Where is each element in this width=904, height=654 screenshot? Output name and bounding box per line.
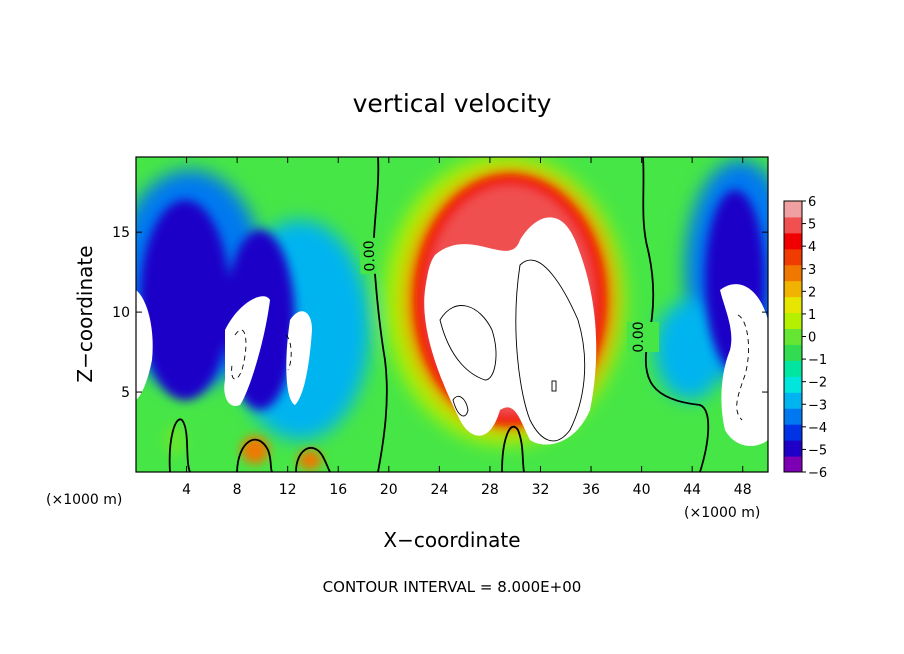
colorbar-swatch: [784, 264, 802, 282]
colorbar-tick-label: 1: [808, 308, 816, 323]
x-tick-label: 32: [532, 482, 550, 498]
chart-title: vertical velocity: [353, 89, 552, 118]
contour-label-zero: 0.00: [631, 321, 647, 352]
y-tick-label: 5: [121, 385, 130, 401]
x-unit-label-left: (×1000 m): [46, 492, 122, 508]
colorbar-swatch: [784, 408, 802, 425]
x-unit-label-right: (×1000 m): [684, 505, 760, 521]
colorbar-swatch: [784, 392, 802, 409]
colorbar-swatch: [784, 344, 802, 361]
colorbar-tick-label: −1: [808, 353, 827, 368]
plot-frame: [135, 156, 769, 473]
saturated-region: [286, 311, 312, 405]
y-axis: 5 10 15: [112, 225, 768, 401]
y-tick-label: 15: [112, 225, 130, 241]
y-axis-label: Z−coordinate: [73, 245, 97, 382]
colorbar-tick-label: 3: [808, 263, 816, 278]
saturated-region: [136, 290, 153, 400]
x-tick-label: 44: [683, 482, 701, 498]
colorbar-swatch: [784, 376, 802, 393]
colorbar-tick-label: −5: [808, 443, 827, 458]
colorbar-swatch: [784, 312, 802, 330]
x-tick-label: 36: [582, 482, 600, 498]
colorbar-tick-label: 4: [808, 240, 816, 255]
colorbar: 6 5 4 3 2 1 0 −1 −2 −3 −4 −5 −6: [783, 195, 827, 481]
colorbar-tick-label: −6: [808, 466, 827, 481]
colorbar-swatch: [784, 280, 802, 298]
colorbar-swatch: [784, 456, 802, 473]
contour-labels: 0.00 0.00: [359, 237, 659, 353]
positive-contours: [439, 259, 586, 442]
colorbar-tick-label: −2: [808, 376, 827, 391]
y-tick-label: 10: [112, 305, 130, 321]
colorbar-tick-label: 5: [808, 218, 816, 233]
colorbar-tick-label: 6: [808, 195, 816, 210]
contour-interval-note: CONTOUR INTERVAL = 8.000E+00: [323, 578, 582, 596]
colorbar-swatch: [784, 424, 802, 441]
negative-contours: [231, 314, 749, 421]
colorbar-swatch: [784, 216, 802, 234]
colorbar-swatch: [784, 296, 802, 314]
colorbar-swatch: [784, 360, 802, 377]
x-tick-label: 12: [279, 482, 297, 498]
colorbar-swatch: [784, 328, 802, 345]
x-tick-label: 20: [380, 482, 398, 498]
colorbar-tick-label: 0: [808, 331, 816, 346]
colorbar-swatch: [784, 248, 802, 266]
colorbar-tick-label: −3: [808, 398, 827, 413]
colorbar-tick-label: 2: [808, 285, 816, 300]
contour-label-zero: 0.00: [361, 240, 378, 272]
colorbar-swatch: [784, 232, 802, 250]
colorbar-tick-label: −4: [808, 421, 827, 436]
colorbar-swatch: [784, 440, 802, 457]
x-tick-label: 16: [329, 482, 347, 498]
saturated-region: [720, 284, 768, 446]
saturated-region: [224, 296, 270, 406]
x-tick-label: 28: [481, 482, 499, 498]
x-tick-label: 4: [182, 482, 191, 498]
x-tick-label: 24: [430, 482, 448, 498]
saturated-region: [424, 217, 597, 445]
x-axis: 4 8 12 16 20 24 28 32 36 40 44 48: [182, 157, 752, 498]
x-tick-label: 40: [633, 482, 651, 498]
x-tick-label: 8: [233, 482, 242, 498]
x-tick-label: 48: [734, 482, 752, 498]
velocity-field: [136, 157, 768, 472]
colorbar-swatch: [784, 201, 802, 218]
x-axis-label: X−coordinate: [383, 528, 520, 552]
